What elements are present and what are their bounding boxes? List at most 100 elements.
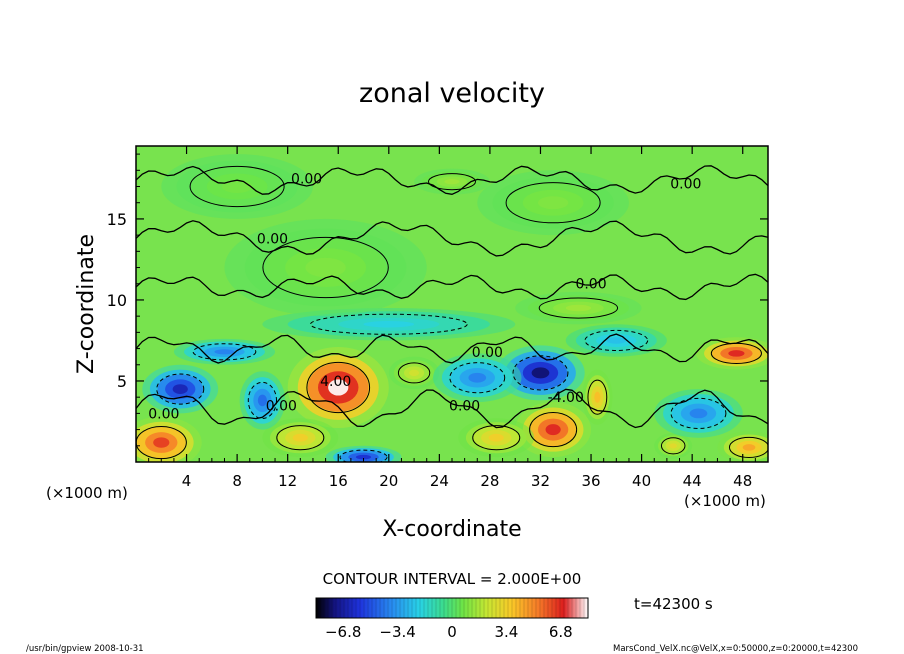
contour-label: 0.00 bbox=[148, 406, 179, 422]
heatmap-blob bbox=[654, 389, 743, 438]
zero-contour-line bbox=[136, 388, 768, 429]
contour-line bbox=[276, 425, 325, 451]
contour-line bbox=[660, 437, 686, 455]
heatmap-blob bbox=[717, 431, 768, 462]
heatmap-level bbox=[537, 196, 569, 210]
x-tick-label: 28 bbox=[480, 472, 499, 490]
colorbar-frame bbox=[315, 597, 589, 619]
heatmap-level bbox=[355, 454, 372, 460]
colorbar-tick-label: −3.4 bbox=[379, 623, 415, 641]
heatmap-level bbox=[214, 349, 235, 355]
x-axis-ticks: 4 8 12 16 20 24 28 32 36 40 44 48 bbox=[148, 146, 756, 490]
colorbar-ticks: −6.8 −3.4 0 3.4 6.8 bbox=[325, 623, 573, 641]
contour-label: 4.00 bbox=[320, 374, 351, 390]
contour-line bbox=[427, 173, 477, 191]
contour-line bbox=[529, 412, 578, 448]
chart-title: zonal velocity bbox=[359, 78, 545, 109]
heatmap-blob bbox=[515, 291, 642, 325]
heatmap-level bbox=[257, 394, 267, 407]
time-label: t=42300 s bbox=[634, 595, 713, 613]
contour-line bbox=[306, 361, 371, 414]
contour-line bbox=[262, 236, 389, 299]
x-axis-label: X-coordinate bbox=[382, 517, 521, 542]
heatmap-level bbox=[305, 257, 346, 278]
x-tick-label: 20 bbox=[379, 472, 398, 490]
x-tick-label: 32 bbox=[531, 472, 550, 490]
x-tick-label: 36 bbox=[581, 472, 600, 490]
heatmap-level bbox=[689, 408, 708, 419]
heatmap-blob bbox=[325, 445, 402, 462]
heatmap-level bbox=[363, 321, 415, 328]
plot-area: 0.00 0.00 0.00 0.00 0.00 0.00 0.00 0.00 4.00 -4.0… bbox=[135, 145, 769, 463]
heatmap-level bbox=[292, 433, 308, 442]
heatmap-level bbox=[221, 180, 253, 193]
contour-line bbox=[397, 362, 431, 384]
heatmap-blob bbox=[224, 218, 427, 317]
contour-line bbox=[584, 329, 649, 352]
heatmap-level bbox=[488, 433, 504, 442]
heatmap-blob bbox=[173, 338, 276, 365]
contour-line bbox=[670, 397, 727, 429]
contour-label: 0.00 bbox=[670, 176, 701, 192]
contour-line bbox=[587, 379, 608, 415]
heatmap-level bbox=[669, 443, 677, 449]
x-tick-label: 44 bbox=[683, 472, 702, 490]
contour-lines bbox=[136, 165, 768, 462]
heatmap-blob bbox=[458, 418, 535, 458]
contour-label: 0.00 bbox=[575, 277, 606, 293]
heatmap-blob bbox=[565, 324, 667, 357]
heatmap-level bbox=[444, 179, 460, 185]
heatmap-level bbox=[742, 444, 756, 451]
y-tick-label: 5 bbox=[117, 372, 127, 391]
colorbar-tick-label: 6.8 bbox=[549, 623, 573, 641]
footer-left: /usr/bin/gpview 2008-10-31 bbox=[26, 644, 144, 654]
heatmap-level bbox=[728, 350, 745, 357]
zero-contour-line bbox=[136, 333, 768, 364]
contour-line bbox=[472, 425, 521, 451]
heatmap-blob bbox=[161, 154, 313, 219]
heatmap-blob bbox=[654, 432, 693, 459]
y-axis-ticks: 5 10 15 bbox=[107, 153, 768, 447]
colorbar-tick-label: 0 bbox=[447, 623, 457, 641]
contour-line bbox=[728, 436, 768, 458]
zero-contour-line bbox=[136, 165, 768, 195]
heatmap-level bbox=[153, 437, 170, 448]
heatmap-blob bbox=[477, 170, 629, 236]
contour-interval-text: CONTOUR INTERVAL = 2.000E+00 bbox=[323, 570, 582, 588]
heatmap-level bbox=[565, 304, 592, 312]
x-tick-label: 48 bbox=[733, 472, 752, 490]
heatmap-field bbox=[136, 154, 768, 462]
footer-right: MarsCond_VelX.nc@VelX,x=0:50000,z=0:2000… bbox=[613, 644, 858, 654]
contour-line bbox=[189, 165, 285, 208]
heatmap-blob bbox=[433, 353, 522, 403]
heatmap-level bbox=[328, 379, 349, 396]
colorbar-tick-label: −6.8 bbox=[325, 623, 361, 641]
colorbar-fill bbox=[316, 598, 588, 618]
y-tick-label: 10 bbox=[107, 291, 127, 310]
heatmap-blob bbox=[414, 168, 490, 195]
contour-label: 0.00 bbox=[449, 398, 480, 414]
colorbar-tick-label: 3.4 bbox=[494, 623, 518, 641]
heatmap-blob bbox=[136, 416, 202, 462]
heatmap-level bbox=[594, 391, 601, 403]
y-axis-label: Z-coordinate bbox=[74, 234, 99, 374]
heatmap-level bbox=[606, 337, 627, 344]
x-unit-right: (×1000 m) bbox=[684, 492, 766, 510]
heatmap-blob bbox=[142, 364, 219, 414]
heatmap-level bbox=[545, 424, 561, 436]
contour-line bbox=[449, 362, 506, 394]
heatmap-blob bbox=[239, 371, 286, 430]
heatmap-level bbox=[531, 367, 550, 379]
x-tick-label: 12 bbox=[278, 472, 297, 490]
heatmap-level bbox=[172, 384, 188, 394]
contour-label: -4.00 bbox=[548, 390, 584, 406]
heatmap-blob bbox=[262, 308, 516, 341]
contour-label: 0.00 bbox=[257, 231, 288, 247]
contour-label: 0.00 bbox=[472, 345, 503, 361]
heatmap-blob bbox=[582, 369, 613, 425]
x-tick-label: 8 bbox=[232, 472, 242, 490]
colorbar: −6.8 −3.4 0 3.4 6.8 bbox=[315, 597, 589, 641]
contour-line bbox=[247, 381, 278, 420]
heatmap-blob bbox=[262, 418, 339, 458]
